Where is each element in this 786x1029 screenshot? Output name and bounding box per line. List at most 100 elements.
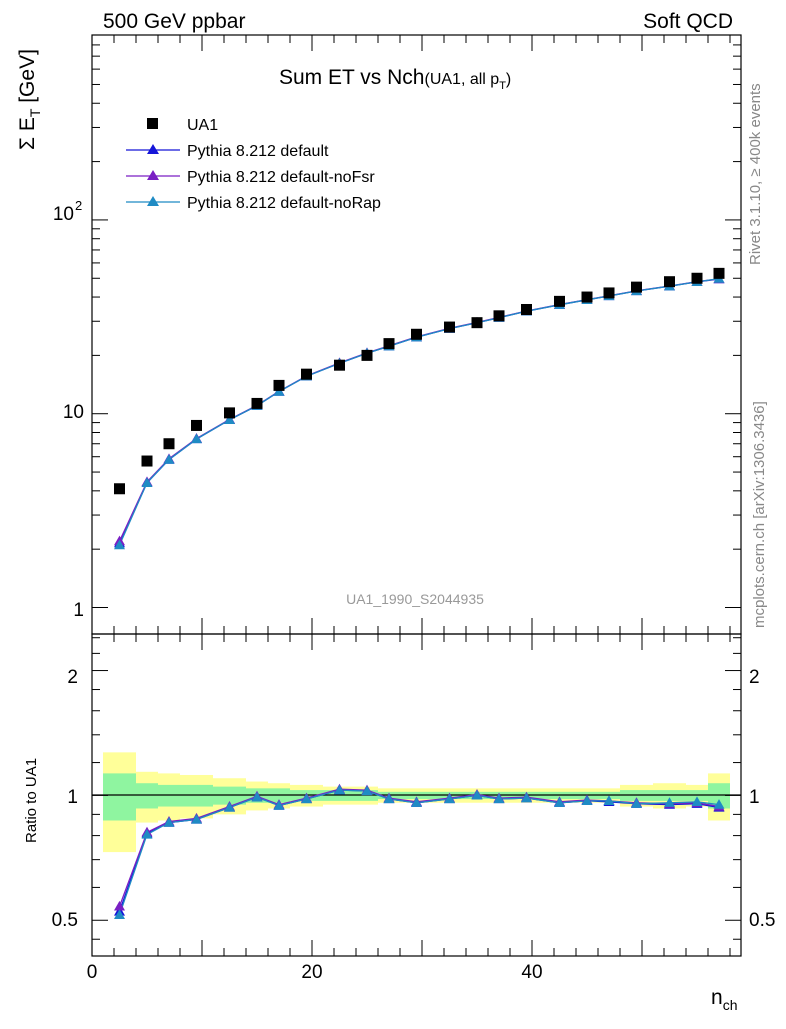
ratio-point-noRap [554,797,565,807]
main-point-ua1 [603,287,615,299]
main-point-ua1 [301,368,312,380]
ratio-ytick-1-left: 1 [67,787,78,808]
legend-label-nofsr: Pythia 8.212 default-noFsr [187,169,375,186]
ratio-point-noFsr [114,900,125,911]
ratio-point-noRap [521,792,532,803]
rivet-version-label: Rivet 3.1.10, ≥ 400k events [747,83,764,265]
ratio-point-noRap [361,785,373,796]
ratio-band-green [708,783,730,809]
ratio-band-green [158,784,180,807]
main-point-ua1 [581,291,593,303]
main-point-ua1 [471,317,483,329]
main-point-ua1 [691,272,703,284]
xlabel-sub: ch [723,997,738,1013]
ratio-point-noRap [411,797,422,807]
ratio-point-noRap [114,909,125,920]
ratio-point-noRap [444,793,455,804]
ratio-band-green [103,773,136,821]
main-point-ua1 [334,359,345,371]
ratio-ytick-1-right: 1 [749,787,760,808]
main-ylabel-sub: T [27,108,43,117]
ratio-point-noRap [471,789,483,800]
mcplots-label: mcplots.cern.ch [arXiv:1306.3436] [751,401,768,628]
ratio-point-noRap [631,798,642,808]
chart-title-suffix-close: ) [506,71,511,88]
header-right-label: Soft QCD [643,10,733,33]
main-point-ua1 [163,438,175,450]
main-point-noRap [114,539,125,550]
main-point-ua1 [444,321,455,333]
main-point-ua1 [141,455,153,467]
ratio-point-noRap [603,795,615,806]
main-point-ua1 [273,379,285,391]
main-point-ua1 [521,303,532,315]
main-point-ua1 [224,407,235,419]
xtick-label-40: 40 [521,962,542,983]
legend-marker-ua1 [147,118,158,129]
main-point-ua1 [191,419,202,431]
main-point-ua1 [554,295,565,307]
legend-marker-norap [147,196,159,206]
main-point-ua1 [251,397,263,409]
legend-marker-default [147,144,159,154]
main-ylabel: Σ ET [GeV] [16,49,43,150]
main-point-ua1 [361,349,373,361]
ratio-point-noRap [301,793,312,804]
ratio-band-green [136,783,158,809]
ratio-point-noRap [664,797,675,807]
ratio-point-noRap [334,784,345,795]
main-point-ua1 [713,267,725,279]
chart-title-suffix: (UA1, all p [424,71,499,88]
ytick-label-100-base: 10 [53,204,74,225]
ratio-ytick-05-left: 0.5 [52,910,78,931]
ratio-ticks [91,634,741,956]
ratio-ytick-2-right: 2 [749,667,760,688]
main-point-noRap [163,454,175,464]
main-point-ua1 [383,338,395,350]
main-point-ua1 [411,328,422,340]
ratio-point-noRap [581,795,593,806]
main-point-noRap [273,386,285,396]
ratio-point-noRap [191,813,202,824]
main-ticks [91,34,741,634]
main-point-noRap [224,414,235,424]
ratio-point-noRap [273,800,285,810]
legend-label-norap: Pythia 8.212 default-noRap [187,195,381,212]
ratio-panel: 2 1 0.5 2 1 0.5 Ratio to UA1 0 20 40 nch [23,633,775,1013]
ratio-point-noRap [224,802,235,812]
ratio-point-noRap [163,817,175,827]
main-line-default [118,278,720,544]
ratio-ytick-05-right: 0.5 [749,910,775,931]
ytick-label-100-exponent: 2 [75,198,82,213]
chart-title: Sum ET vs Nch(UA1, all pT) [279,66,511,92]
main-point-noRap [141,477,153,487]
ratio-point-noRap [691,796,703,806]
main-line-noRap [118,277,720,546]
main-point-ua1 [493,310,505,322]
chart-title-main: Sum ET vs Nch [279,66,424,89]
xlabel-base: n [711,986,723,1009]
main-point-ua1 [114,483,125,495]
legend-marker-nofsr [147,170,159,180]
main-point-ua1 [664,276,675,288]
ratio-point-noRap [141,828,153,839]
chart-title-suffix-sub: T [499,80,506,92]
ratio-point-noRap [383,793,395,804]
xlabel: nch [711,986,737,1013]
main-panel: 1 10 10 2 Σ ET [GeV] Sum ET vs Nch(UA1, … [16,34,742,635]
main-point-noRap [191,433,202,444]
ytick-label-10: 10 [63,402,84,423]
xtick-label-0: 0 [87,962,98,983]
ratio-ytick-2-left: 2 [67,667,78,688]
ratio-point-noRap [713,799,725,809]
ratio-band-green [180,784,213,807]
header-left-label: 500 GeV ppbar [103,10,245,33]
main-point-ua1 [631,281,642,293]
legend-label-default: Pythia 8.212 default [187,143,329,160]
ytick-label-1: 1 [73,600,84,621]
main-line-noFsr [118,278,720,542]
main-ylabel-unit: [GeV] [16,49,39,109]
ratio-marks [114,783,725,920]
main-ylabel-symbol: Σ E [16,117,39,150]
